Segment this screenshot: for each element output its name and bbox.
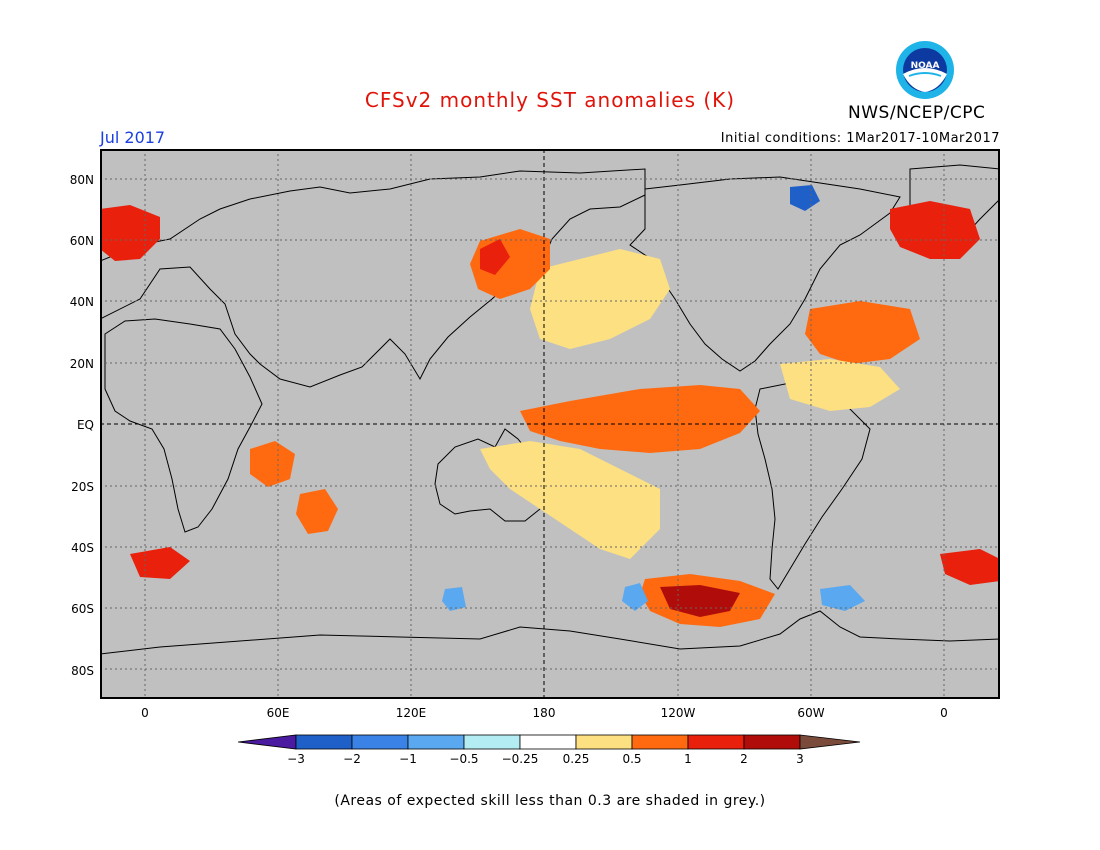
colorbar-label-10: 3 bbox=[796, 752, 804, 766]
skill-footnote: (Areas of expected skill less than 0.3 a… bbox=[334, 793, 766, 809]
colorbar-label-2: −2 bbox=[343, 752, 361, 766]
agency-label: NWS/NCEP/CPC bbox=[848, 103, 986, 123]
anomaly-indian-ocean-east bbox=[296, 489, 338, 534]
anomaly-cold-west-antarctic bbox=[622, 583, 648, 611]
anomaly-north-pacific bbox=[530, 249, 670, 349]
lon-label-60w: 60W bbox=[797, 706, 825, 720]
colorbar-label-3: −1 bbox=[399, 752, 417, 766]
sst-anomaly-map bbox=[100, 149, 1000, 699]
colorbar bbox=[238, 734, 861, 750]
anomaly-cold-labrador bbox=[790, 185, 820, 211]
colorbar-label-9: 2 bbox=[740, 752, 748, 766]
landmass-africa bbox=[104, 318, 263, 533]
colorbar-bin-3 bbox=[407, 734, 465, 750]
colorbar-label-1: −3 bbox=[287, 752, 305, 766]
lat-label-40s: 40S bbox=[71, 541, 94, 555]
anomaly-cold-south-atlantic bbox=[820, 585, 865, 611]
anomaly-indian-ocean-south bbox=[250, 441, 295, 487]
anomaly-cold-tasman bbox=[442, 587, 466, 611]
anomaly-south-pacific-dark bbox=[660, 585, 740, 617]
lat-label-eq: EQ bbox=[76, 418, 94, 432]
lat-label-20s: 20S bbox=[71, 480, 94, 494]
lon-label-0-east: 0 bbox=[940, 706, 948, 720]
anomaly-central-pacific-yellow bbox=[480, 441, 660, 559]
lat-label-60n: 60N bbox=[69, 234, 94, 248]
landmass-antarctica bbox=[100, 610, 1000, 699]
colorbar-bin-7 bbox=[631, 734, 689, 750]
lat-label-80n: 80N bbox=[69, 173, 94, 187]
anomaly-kuroshio bbox=[480, 239, 510, 275]
anomaly-tropical-atlantic bbox=[780, 359, 900, 411]
anomaly-equatorial-pacific bbox=[520, 385, 760, 453]
colorbar-bin-6 bbox=[575, 734, 633, 750]
colorbar-bin-9 bbox=[743, 734, 801, 750]
lon-label-60e: 60E bbox=[266, 706, 290, 720]
map-frame bbox=[100, 149, 1000, 699]
colorbar-bin-8 bbox=[687, 734, 745, 750]
colorbar-bin-4 bbox=[463, 734, 521, 750]
lon-label-120e: 120E bbox=[395, 706, 427, 720]
colorbar-above-arrow bbox=[799, 734, 861, 750]
chart-title: CFSv2 monthly SST anomalies (K) bbox=[364, 88, 736, 112]
anomaly-south-atlantic-blob bbox=[940, 549, 1000, 585]
colorbar-below-arrow bbox=[238, 734, 297, 750]
colorbar-label-7: 0.5 bbox=[622, 752, 642, 766]
logo-text: NOAA bbox=[911, 61, 940, 71]
noaa-logo: NOAA bbox=[896, 41, 954, 99]
initial-conditions: Initial conditions: 1Mar2017-10Mar2017 bbox=[720, 131, 1000, 146]
anomaly-patches bbox=[100, 185, 1000, 627]
forecast-period: Jul 2017 bbox=[100, 128, 166, 147]
lon-label-0-west: 0 bbox=[141, 706, 149, 720]
colorbar-label-8: 1 bbox=[684, 752, 692, 766]
lat-label-20n: 20N bbox=[69, 357, 94, 371]
colorbar-bin-2 bbox=[351, 734, 409, 750]
anomaly-far-north-atlantic bbox=[890, 201, 980, 259]
lat-label-80s: 80S bbox=[71, 664, 94, 678]
colorbar-label-4: −0.5 bbox=[449, 752, 479, 766]
colorbar-bin-5 bbox=[519, 734, 577, 750]
colorbar-label-6: 0.25 bbox=[562, 752, 590, 766]
lat-label-40n: 40N bbox=[69, 295, 94, 309]
colorbar-label-5: −0.25 bbox=[501, 752, 539, 766]
lon-label-120w: 120W bbox=[660, 706, 696, 720]
lat-label-60s: 60S bbox=[71, 602, 94, 616]
anomaly-north-atlantic bbox=[805, 301, 920, 364]
lon-label-180: 180 bbox=[532, 706, 556, 720]
colorbar-bin-1 bbox=[295, 734, 353, 750]
